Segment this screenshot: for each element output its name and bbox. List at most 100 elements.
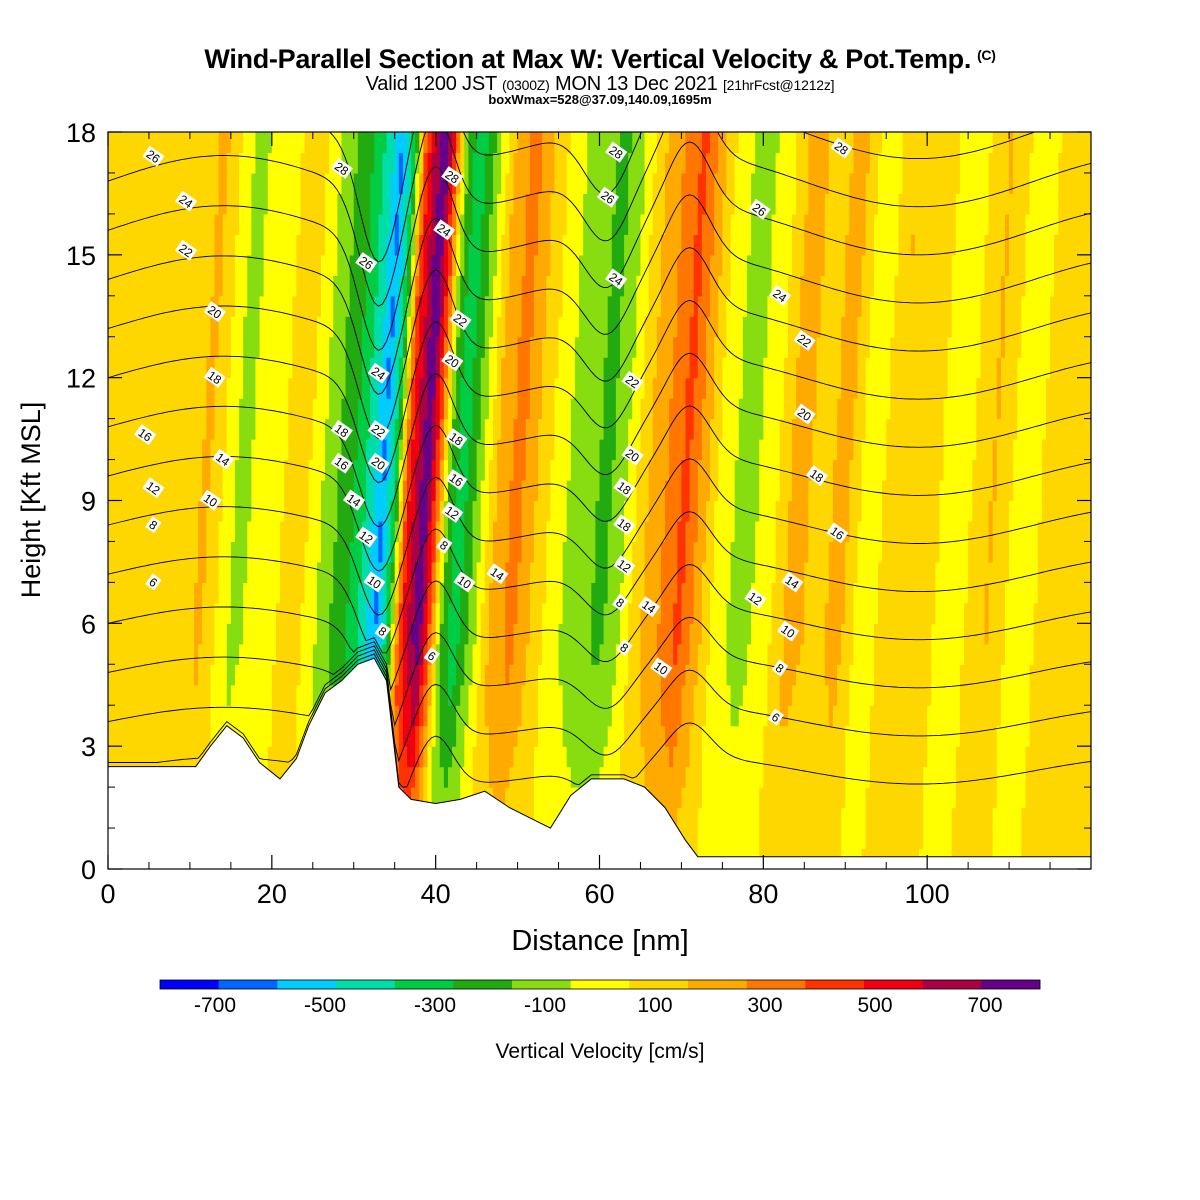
velocity-cell bbox=[615, 439, 621, 461]
velocity-cell bbox=[599, 152, 605, 174]
velocity-cell bbox=[194, 623, 199, 645]
velocity-cell bbox=[493, 398, 498, 420]
velocity-cell bbox=[333, 172, 338, 195]
velocity-cell bbox=[275, 377, 281, 399]
velocity-cell bbox=[464, 643, 470, 665]
velocity-cell bbox=[509, 234, 515, 256]
velocity-cell bbox=[312, 398, 318, 420]
velocity-cell bbox=[435, 193, 441, 215]
velocity-cell bbox=[165, 213, 171, 235]
velocity-cell bbox=[361, 132, 367, 154]
velocity-cell bbox=[558, 725, 564, 747]
velocity-cell bbox=[280, 500, 285, 522]
velocity-cell bbox=[210, 418, 216, 440]
velocity-cell bbox=[316, 152, 322, 174]
velocity-cell bbox=[230, 541, 236, 563]
velocity-cell bbox=[521, 684, 527, 706]
velocity-cell bbox=[189, 561, 195, 583]
velocity-cell bbox=[587, 561, 592, 583]
velocity-cell bbox=[419, 746, 424, 768]
velocity-cell bbox=[316, 480, 322, 502]
forecast-info: [21hrFcst@1212z] bbox=[722, 77, 835, 93]
velocity-cell bbox=[493, 213, 498, 235]
velocity-cell bbox=[390, 193, 396, 215]
velocity-cell bbox=[562, 602, 568, 624]
velocity-cell bbox=[292, 234, 298, 256]
velocity-cell bbox=[296, 643, 302, 665]
velocity-cell bbox=[280, 336, 285, 358]
velocity-cell bbox=[546, 766, 551, 788]
velocity-cell bbox=[648, 439, 654, 461]
velocity-cell bbox=[533, 132, 539, 154]
velocity-cell bbox=[386, 541, 392, 563]
velocity-cell bbox=[361, 193, 367, 215]
velocity-cell bbox=[554, 418, 560, 440]
velocity-cell bbox=[497, 746, 502, 768]
velocity-cell bbox=[161, 520, 166, 543]
velocity-cell bbox=[619, 602, 625, 624]
velocity-cell bbox=[456, 705, 461, 727]
velocity-cell bbox=[214, 664, 220, 686]
velocity-cell bbox=[419, 459, 424, 481]
velocity-cell bbox=[243, 684, 248, 706]
velocity-cell bbox=[292, 357, 298, 379]
velocity-cell bbox=[386, 377, 392, 399]
velocity-cell bbox=[632, 336, 637, 358]
velocity-cell bbox=[652, 684, 658, 706]
velocity-cell bbox=[288, 725, 293, 747]
velocity-cell bbox=[603, 172, 609, 195]
velocity-cell bbox=[284, 684, 289, 706]
velocity-cell bbox=[108, 377, 113, 399]
velocity-cell bbox=[525, 316, 531, 338]
velocity-cell bbox=[525, 561, 531, 583]
velocity-cell bbox=[144, 316, 150, 338]
velocity-cell bbox=[501, 234, 506, 256]
velocity-cell bbox=[521, 275, 527, 297]
velocity-cell bbox=[579, 582, 584, 604]
velocity-cell bbox=[542, 602, 547, 624]
velocity-cell bbox=[607, 459, 613, 481]
velocity-cell bbox=[538, 357, 543, 379]
velocity-cell bbox=[476, 316, 482, 338]
velocity-cell bbox=[652, 234, 658, 256]
velocity-cell bbox=[419, 193, 424, 215]
velocity-cell bbox=[648, 746, 654, 768]
velocity-cell bbox=[230, 254, 236, 276]
velocity-cell bbox=[439, 480, 445, 502]
velocity-cell bbox=[484, 746, 490, 768]
velocity-cell bbox=[189, 664, 195, 686]
velocity-cell bbox=[198, 480, 203, 502]
velocity-cell bbox=[640, 746, 646, 768]
velocity-cell bbox=[247, 705, 252, 727]
velocity-cell bbox=[144, 234, 150, 256]
velocity-cell bbox=[116, 439, 121, 461]
velocity-cell bbox=[337, 254, 343, 276]
velocity-cell bbox=[402, 520, 408, 543]
velocity-cell bbox=[484, 418, 490, 440]
velocity-cell bbox=[153, 357, 158, 379]
velocity-cell bbox=[165, 705, 171, 727]
velocity-cell bbox=[447, 541, 453, 563]
velocity-cell bbox=[619, 357, 625, 379]
velocity-cell bbox=[525, 275, 531, 297]
velocity-cell bbox=[320, 172, 326, 195]
velocity-cell bbox=[517, 213, 523, 235]
velocity-cell bbox=[402, 275, 408, 297]
velocity-cell bbox=[660, 623, 666, 645]
velocity-cell bbox=[423, 787, 429, 809]
velocity-cell bbox=[665, 357, 670, 379]
velocity-cell bbox=[587, 705, 592, 727]
velocity-cell bbox=[464, 664, 470, 686]
velocity-cell bbox=[108, 213, 113, 235]
velocity-cell bbox=[357, 582, 363, 604]
velocity-cell bbox=[230, 398, 236, 420]
velocity-cell bbox=[259, 705, 265, 727]
velocity-cell bbox=[234, 705, 240, 727]
velocity-cell bbox=[570, 623, 576, 645]
velocity-cell bbox=[292, 439, 298, 461]
velocity-cell bbox=[624, 623, 629, 645]
velocity-cell bbox=[140, 684, 146, 706]
velocity-cell bbox=[124, 541, 130, 563]
velocity-cell bbox=[353, 561, 359, 583]
velocity-cell bbox=[153, 705, 158, 727]
